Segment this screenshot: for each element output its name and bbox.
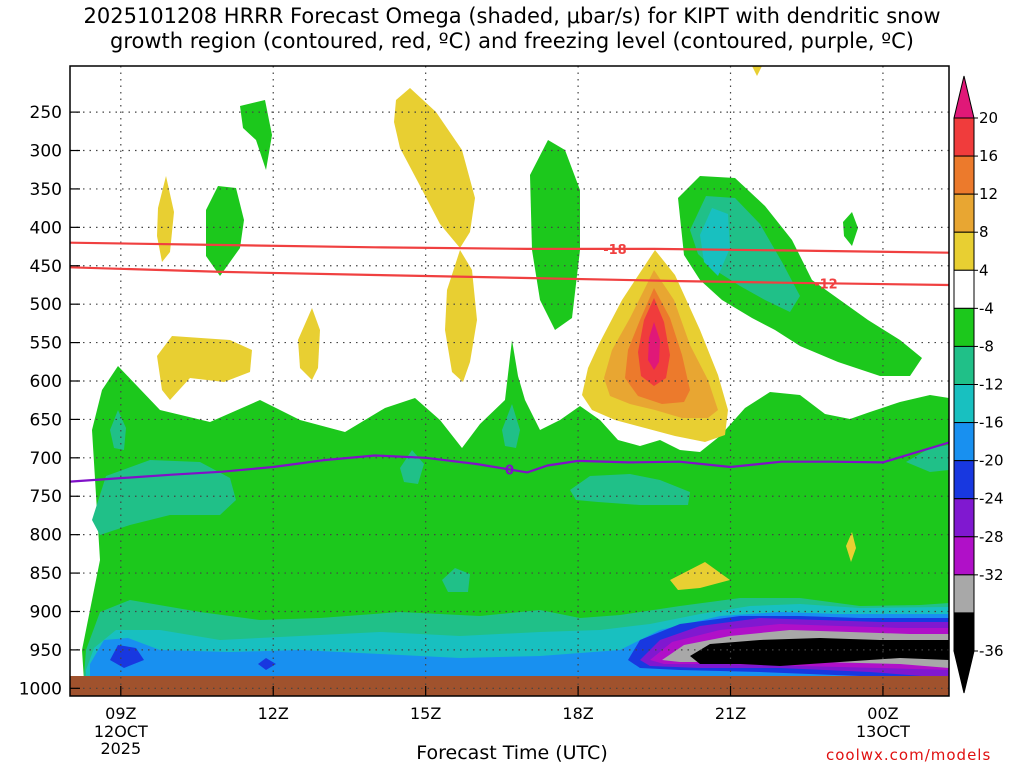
y-tick-label-1000: 1000 xyxy=(19,679,62,699)
y-tick-label-300: 300 xyxy=(30,142,62,162)
x-tick-label-00Z: 00Z xyxy=(867,704,898,723)
y-tick-label-450: 450 xyxy=(30,257,62,277)
colorbar-segment-2 xyxy=(953,193,975,233)
y-tick-label-900: 900 xyxy=(30,602,62,622)
omega-shade-yellow-e xyxy=(670,562,730,590)
x-tick-date-00Z: 13OCT xyxy=(856,722,910,741)
omega-shade-green-blob-a xyxy=(240,100,272,170)
colorbar-bottom-arrow xyxy=(953,650,975,694)
colorbar-segment-6 xyxy=(953,345,975,385)
colorbar-segment-12 xyxy=(953,574,975,614)
omega-shade-darkblue-12z xyxy=(258,658,276,670)
colorbar-label--24: -24 xyxy=(979,490,1004,508)
y-tick-label-500: 500 xyxy=(30,295,62,315)
colorbar-top-arrow xyxy=(953,75,975,119)
x-tick-label-21Z: 21Z xyxy=(715,704,746,723)
x-axis-label: Forecast Time (UTC) xyxy=(416,742,608,764)
title-line-2: growth region (contoured, red, ºC) and f… xyxy=(110,29,914,53)
colorbar-segment-10 xyxy=(953,498,975,538)
omega-shade-yellow-f xyxy=(846,532,856,562)
omega-shade-yellow-top-edge xyxy=(752,66,762,76)
colorbar-label--4: -4 xyxy=(979,299,994,317)
colorbar-segment-13 xyxy=(953,612,975,652)
x-tick-label-15Z: 15Z xyxy=(410,704,441,723)
y-tick-label-600: 600 xyxy=(30,372,62,392)
y-tick-label-650: 650 xyxy=(30,410,62,430)
contour-freezing-level-0 xyxy=(69,441,950,483)
y-tick-label-350: 350 xyxy=(30,180,62,200)
omega-shade-yellow-c xyxy=(157,336,252,400)
colorbar-label-12: 12 xyxy=(979,185,998,203)
omega-shade-teal-17z xyxy=(502,404,520,448)
ground-below-surface xyxy=(70,676,949,696)
colorbar: 20 16 12 8 4 -4 -8 -12 -16 -20 -24 -28 -32 -36 xyxy=(953,75,1004,694)
colorbar-segment-5 xyxy=(953,307,975,347)
colorbar-label--32: -32 xyxy=(979,566,1004,584)
y-tick-label-250: 250 xyxy=(30,103,62,123)
omega-shading xyxy=(70,66,949,696)
y-tick-label-750: 750 xyxy=(30,487,62,507)
x-tick-year-09Z: 2025 xyxy=(100,739,141,758)
y-tick-label-550: 550 xyxy=(30,334,62,354)
omega-shade-magenta-core xyxy=(648,322,660,370)
omega-shade-green-18z-column xyxy=(530,140,580,330)
y-axis: 250 300 350 400 450 500 550 600 650 700 750 800 850 9… xyxy=(19,103,80,699)
omega-shade-teal-mid xyxy=(570,474,690,505)
contour-label-0: 0 xyxy=(505,463,514,478)
omega-shade-yellow-mid xyxy=(445,250,477,382)
x-tick-label-18Z: 18Z xyxy=(562,704,593,723)
y-tick-label-950: 950 xyxy=(30,641,62,661)
title-line-1: 2025101208 HRRR Forecast Omega (shaded, … xyxy=(83,4,941,28)
contour-lines: -18 -12 0 xyxy=(69,241,950,483)
colorbar-label-20: 20 xyxy=(979,109,998,127)
omega-shade-teal-16z xyxy=(442,568,470,592)
contour-label--12: -12 xyxy=(814,277,838,292)
colorbar-label-16: 16 xyxy=(979,147,998,165)
colorbar-label-8: 8 xyxy=(979,223,989,241)
omega-shade-yellow-b xyxy=(157,176,174,262)
plot-gridlines xyxy=(70,66,949,696)
colorbar-segment-4 xyxy=(953,269,975,309)
colorbar-label-4: 4 xyxy=(979,261,989,279)
colorbar-label--8: -8 xyxy=(979,337,994,355)
omega-shade-darkblue xyxy=(110,645,144,668)
omega-shade-cyan-upper xyxy=(700,208,730,276)
colorbar-segment-11 xyxy=(953,536,975,576)
colorbar-segment-3 xyxy=(953,231,975,271)
colorbar-segment-8 xyxy=(953,422,975,462)
colorbar-label--16: -16 xyxy=(979,414,1004,432)
y-tick-label-800: 800 xyxy=(30,526,62,546)
x-tick-label-09Z: 09Z xyxy=(105,704,136,723)
colorbar-label--20: -20 xyxy=(979,452,1004,470)
colorbar-segment-0 xyxy=(953,117,975,157)
omega-shade-yellow-d xyxy=(298,308,320,380)
colorbar-segment-7 xyxy=(953,384,975,424)
contour-dgz--12 xyxy=(69,266,950,287)
colorbar-segment-1 xyxy=(953,155,975,195)
contour-label--18: -18 xyxy=(603,243,627,258)
x-tick-label-12Z: 12Z xyxy=(258,704,289,723)
y-tick-label-850: 850 xyxy=(30,564,62,584)
y-tick-label-400: 400 xyxy=(30,218,62,238)
chart-title: 2025101208 HRRR Forecast Omega (shaded, … xyxy=(0,4,1024,54)
contour-dgz--18 xyxy=(69,241,950,254)
colorbar-label--12: -12 xyxy=(979,376,1004,394)
omega-shade-green-blob-c xyxy=(843,212,858,246)
colorbar-label--36: -36 xyxy=(979,642,1004,660)
x-tick-date-09Z: 12OCT xyxy=(94,722,148,741)
colorbar-label--28: -28 xyxy=(979,528,1004,546)
y-tick-label-700: 700 xyxy=(30,449,62,469)
colorbar-segment-9 xyxy=(953,460,975,500)
omega-shade-black xyxy=(690,638,949,666)
omega-shade-teal-right-mid xyxy=(906,445,949,472)
omega-shade-yellow-top xyxy=(394,88,475,248)
credit-link[interactable]: coolwx.com/models xyxy=(826,746,992,764)
omega-shade-green-blob-b xyxy=(206,186,244,276)
